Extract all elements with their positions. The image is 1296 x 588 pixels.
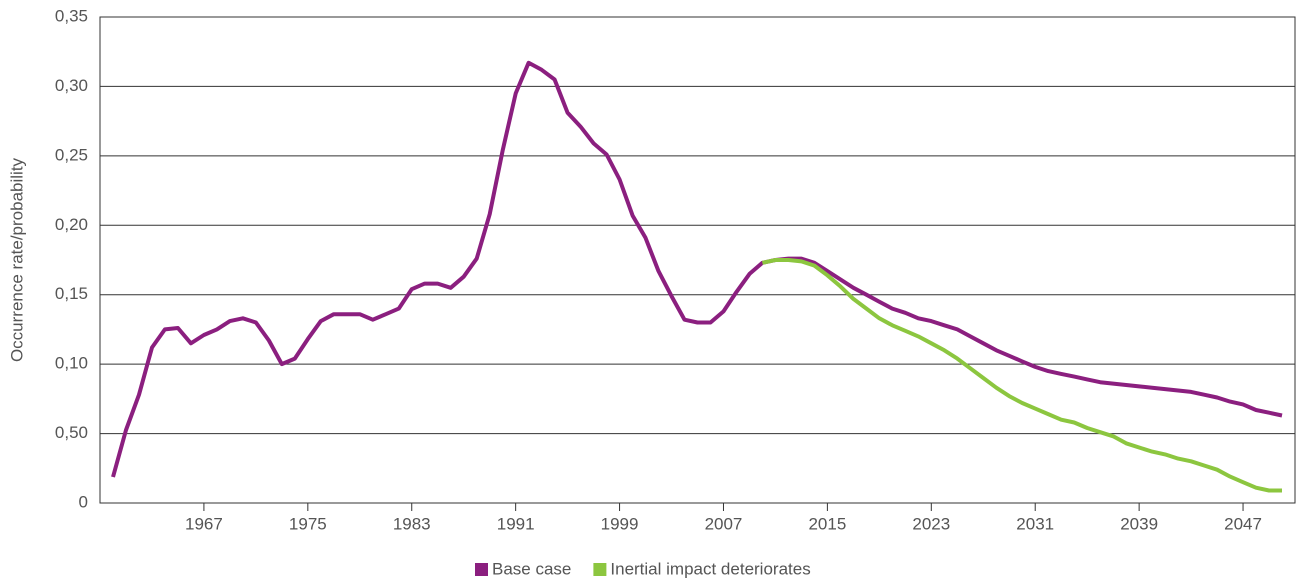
legend-label: Base case — [492, 559, 571, 578]
y-tick-label: 0,15 — [55, 284, 88, 303]
y-tick-label: 0,25 — [55, 145, 88, 164]
series-line — [111, 60, 1283, 478]
x-tick-label: 2015 — [808, 514, 846, 533]
x-tick-label: 2031 — [1016, 514, 1054, 533]
y-tick-label: 0,50 — [55, 423, 88, 442]
y-tick-label: 0,30 — [55, 76, 88, 95]
y-tick-label: 0,20 — [55, 215, 88, 234]
plot-frame — [99, 16, 1296, 504]
series-line — [761, 258, 1282, 493]
x-tick-label: 1983 — [393, 514, 431, 533]
x-tick-label: 1991 — [497, 514, 535, 533]
y-axis-label: Occurrence rate/probability — [7, 157, 26, 362]
x-tick-label: 1975 — [289, 514, 327, 533]
x-tick-label: 2047 — [1224, 514, 1262, 533]
x-tick-label: 1999 — [601, 514, 639, 533]
x-tick-label: 2007 — [705, 514, 743, 533]
y-tick-label: 0,10 — [55, 354, 88, 373]
x-tick-label: 1967 — [185, 514, 223, 533]
x-tick-label: 2023 — [912, 514, 950, 533]
legend-label: Inertial impact deteriorates — [610, 559, 810, 578]
x-tick-label: 2039 — [1120, 514, 1158, 533]
legend-swatch — [593, 563, 607, 576]
y-tick-label: 0,35 — [55, 6, 88, 25]
legend-swatch — [475, 563, 488, 576]
y-tick-label: 0 — [79, 492, 88, 511]
